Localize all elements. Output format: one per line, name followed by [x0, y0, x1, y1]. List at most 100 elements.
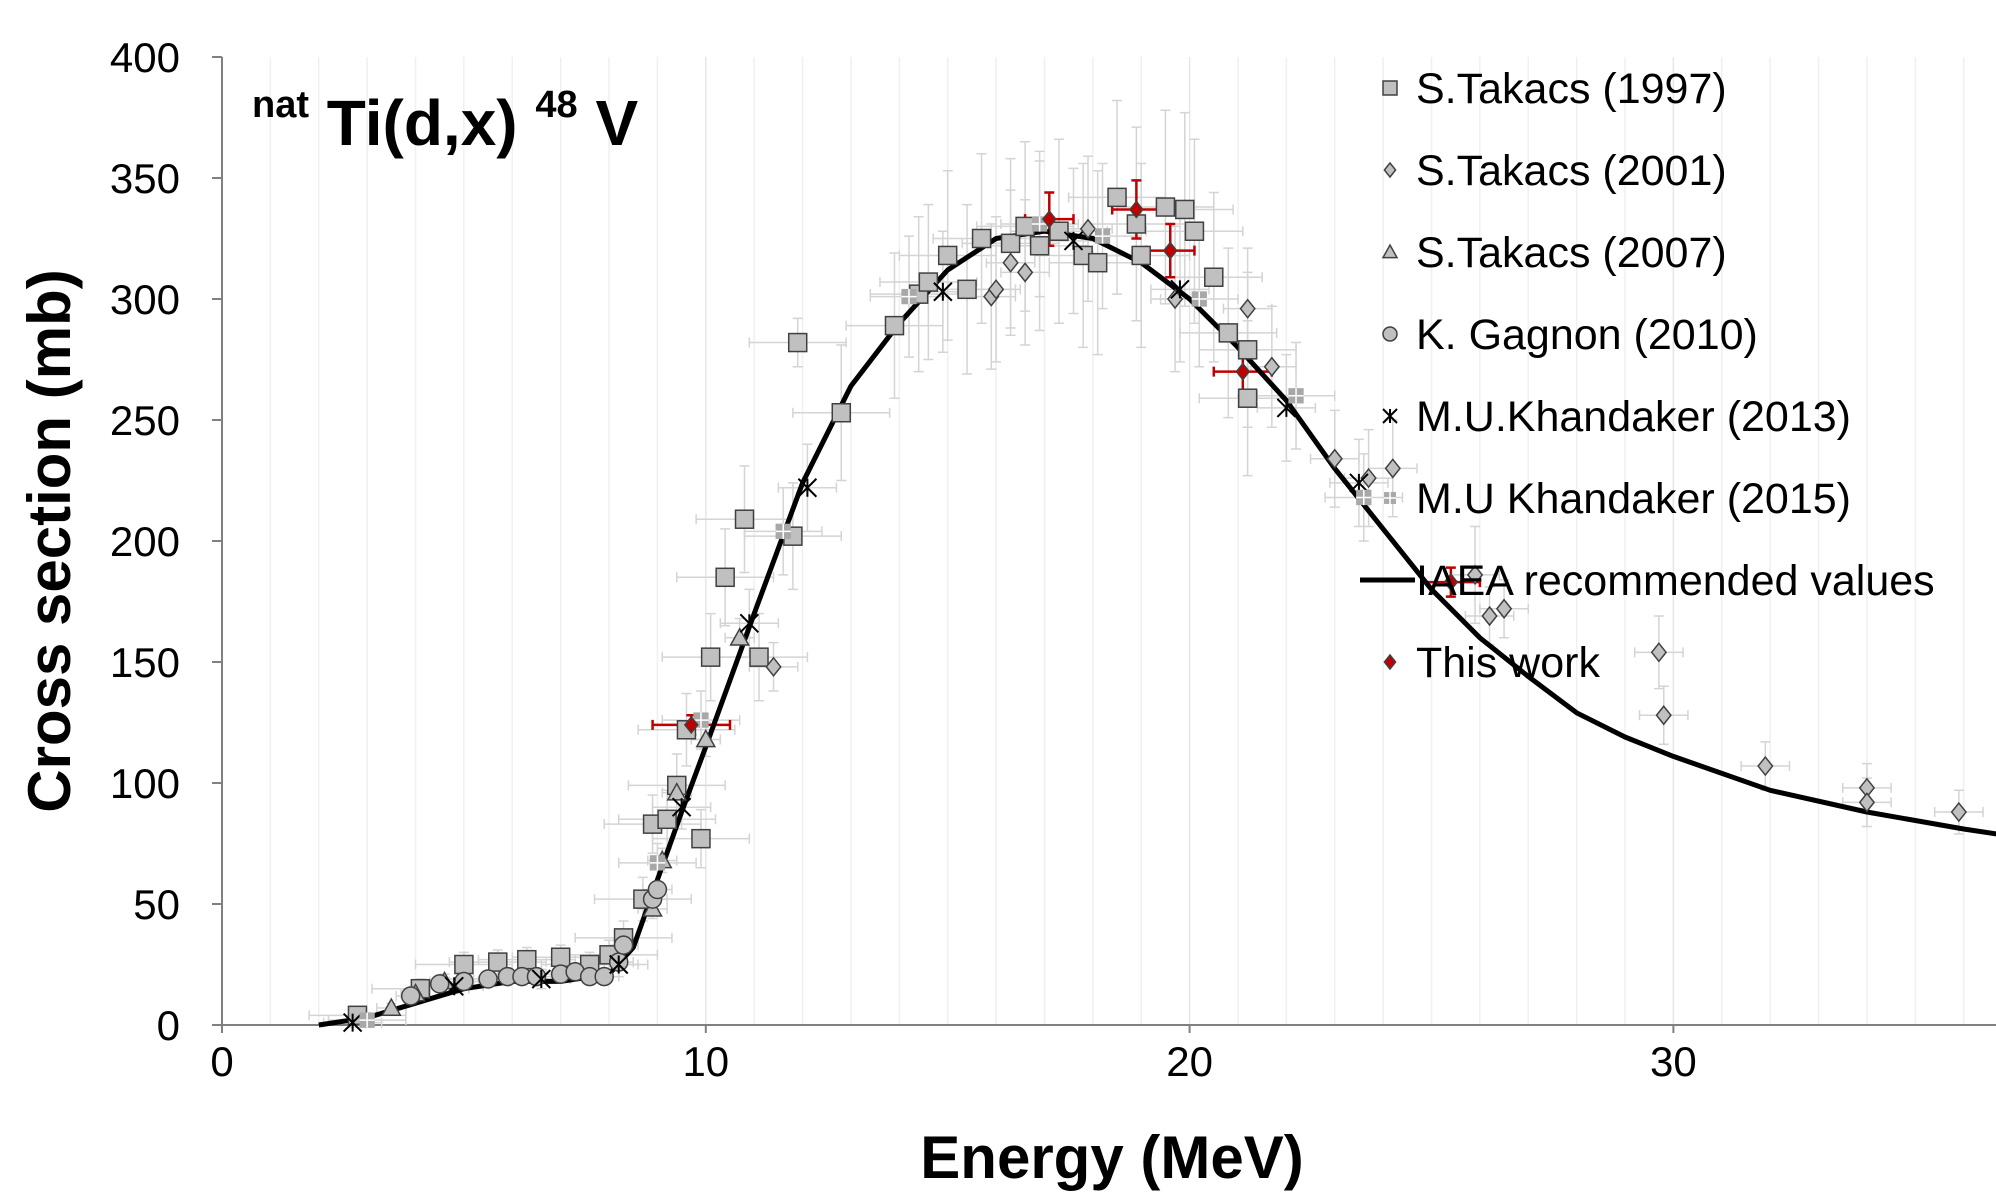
data-point-s-takacs-1997 [1184, 221, 1205, 241]
data-point-s-takacs-2001 [1016, 262, 1034, 283]
data-point-s-takacs-1997 [1237, 388, 1258, 408]
data-point-m-u-khandaker-2015-cross [359, 1012, 375, 1028]
data-point-m-u-khandaker-2013 [1349, 473, 1369, 493]
data-point-s-takacs-1997 [657, 809, 677, 830]
legend-label-m-u-khandaker-2013: M.U.Khandaker (2013) [1416, 393, 1851, 441]
data-point-s-takacs-2001 [1757, 755, 1774, 777]
data-point-this-work [683, 715, 699, 735]
data-point-k-gagnon-2010 [400, 986, 421, 1006]
legend-label-k-gagnon-2010: K. Gagnon (2010) [1416, 311, 1758, 359]
y-tick-label: 300 [110, 276, 180, 323]
marker-layer [342, 187, 1968, 1033]
legend-swatch-m-u-khandaker-2015-cross [1384, 492, 1396, 504]
data-point-k-gagnon-2010 [647, 879, 668, 900]
x-tick-label: 30 [1650, 1038, 1697, 1085]
legend-label-m-u-khandaker-2015: M.U Khandaker (2015) [1416, 475, 1851, 523]
y-tick-label: 400 [110, 34, 180, 81]
data-point-s-takacs-1997 [1131, 245, 1151, 266]
data-point-s-takacs-2007 [729, 627, 750, 646]
data-point-s-takacs-1997 [1237, 340, 1258, 360]
data-point-s-takacs-2001 [1950, 801, 1968, 823]
data-point-s-takacs-1997 [971, 228, 992, 249]
x-tick-label: 20 [1166, 1038, 1213, 1085]
data-point-s-takacs-2001 [1326, 448, 1343, 469]
data-point-s-takacs-1997 [691, 828, 711, 849]
legend-label-s-takacs-2001: S.Takacs (2001) [1416, 147, 1727, 195]
data-point-k-gagnon-2010 [478, 969, 498, 989]
data-point-m-u-khandaker-2013 [531, 969, 552, 989]
data-point-m-u-khandaker-2015-cross [1356, 489, 1372, 506]
data-point-m-u-khandaker-2015-cross [1094, 228, 1111, 244]
data-point-s-takacs-1997 [1175, 199, 1195, 220]
legend-label-iaea-recommended-values: IAEA recommended values [1416, 557, 1935, 605]
title-main: Ti(d,x) [327, 87, 518, 159]
data-point-m-u-khandaker-2015-cross [649, 855, 666, 871]
data-point-m-u-khandaker-2013 [933, 282, 953, 302]
data-point-s-takacs-1997 [1000, 233, 1021, 254]
data-point-this-work [1162, 241, 1178, 260]
y-tick-label: 50 [133, 881, 180, 928]
data-point-s-takacs-2001 [1858, 792, 1876, 813]
data-point-s-takacs-2001 [1650, 642, 1668, 663]
data-point-s-takacs-1997 [517, 949, 537, 970]
legend-swatch-s-takacs-1997 [1382, 80, 1398, 96]
title-post: V [595, 87, 638, 159]
legend-swatch-s-takacs-2007 [1381, 243, 1399, 259]
data-point-m-u-khandaker-2013 [342, 1012, 363, 1033]
x-axis-title: Energy (MeV) [920, 1124, 1303, 1191]
title-sup-nat: nat [252, 84, 309, 126]
legend-label-this-work: This work [1416, 639, 1600, 687]
data-point-s-takacs-1997 [1155, 197, 1176, 217]
data-point-s-takacs-1997 [734, 509, 755, 529]
data-point-s-takacs-2001 [1481, 605, 1498, 627]
data-point-s-takacs-1997 [831, 402, 852, 423]
data-point-m-u-khandaker-2015-cross [1031, 216, 1048, 232]
data-point-s-takacs-1997 [787, 332, 808, 353]
y-axis-title: Cross section (mb) [16, 269, 83, 812]
data-point-s-takacs-2001 [1360, 467, 1377, 489]
data-point-s-takacs-2001 [1239, 298, 1256, 319]
data-point-s-takacs-2007 [695, 728, 717, 748]
data-point-k-gagnon-2010 [594, 966, 614, 987]
legend-swatch-s-takacs-2001 [1383, 161, 1397, 179]
y-tick-label: 100 [110, 760, 180, 807]
y-tick-label: 200 [110, 518, 180, 565]
data-point-m-u-khandaker-2015-cross [901, 288, 917, 305]
data-point-s-takacs-2007 [381, 997, 402, 1017]
data-point-m-u-khandaker-2013 [444, 976, 464, 996]
data-point-m-u-khandaker-2013 [609, 954, 629, 975]
data-point-s-takacs-2007 [666, 782, 688, 801]
data-point-s-takacs-1997 [918, 272, 939, 292]
data-point-s-takacs-1997 [1029, 236, 1050, 256]
data-point-s-takacs-2001 [987, 279, 1005, 300]
data-point-s-takacs-1997 [1204, 267, 1224, 287]
data-point-s-takacs-1997 [884, 315, 905, 336]
x-tick-label: 0 [210, 1038, 233, 1085]
data-point-s-takacs-2001 [1079, 218, 1097, 240]
data-point-s-takacs-1997 [1087, 252, 1108, 273]
data-point-s-takacs-1997 [1015, 216, 1035, 237]
chart-title: nat Ti(d,x) 48 V [252, 59, 638, 159]
y-tick-label: 0 [157, 1002, 180, 1049]
data-point-this-work [1235, 362, 1251, 381]
data-point-s-takacs-1997 [749, 647, 769, 667]
data-point-s-takacs-1997 [700, 647, 721, 667]
data-point-s-takacs-2001 [765, 656, 782, 678]
title-sup-mass: 48 [535, 84, 577, 126]
data-point-s-takacs-2001 [1263, 356, 1281, 377]
y-tick-label: 350 [110, 155, 180, 202]
data-point-s-takacs-2001 [1466, 564, 1484, 586]
data-point-m-u-khandaker-2015-cross [775, 523, 791, 539]
legend-swatch-k-gagnon-2010 [1382, 326, 1398, 342]
data-point-m-u-khandaker-2015-cross [1288, 388, 1304, 404]
data-point-s-takacs-2001 [1384, 458, 1401, 479]
data-point-m-u-khandaker-2013 [1170, 279, 1190, 300]
data-point-m-u-khandaker-2015-cross [693, 712, 709, 728]
data-point-s-takacs-1997 [715, 567, 735, 588]
y-tick-label: 250 [110, 397, 180, 444]
legend-swatch-m-u-khandaker-2013 [1382, 408, 1398, 424]
data-point-k-gagnon-2010 [429, 974, 450, 994]
grid-layer [269, 57, 1965, 1025]
